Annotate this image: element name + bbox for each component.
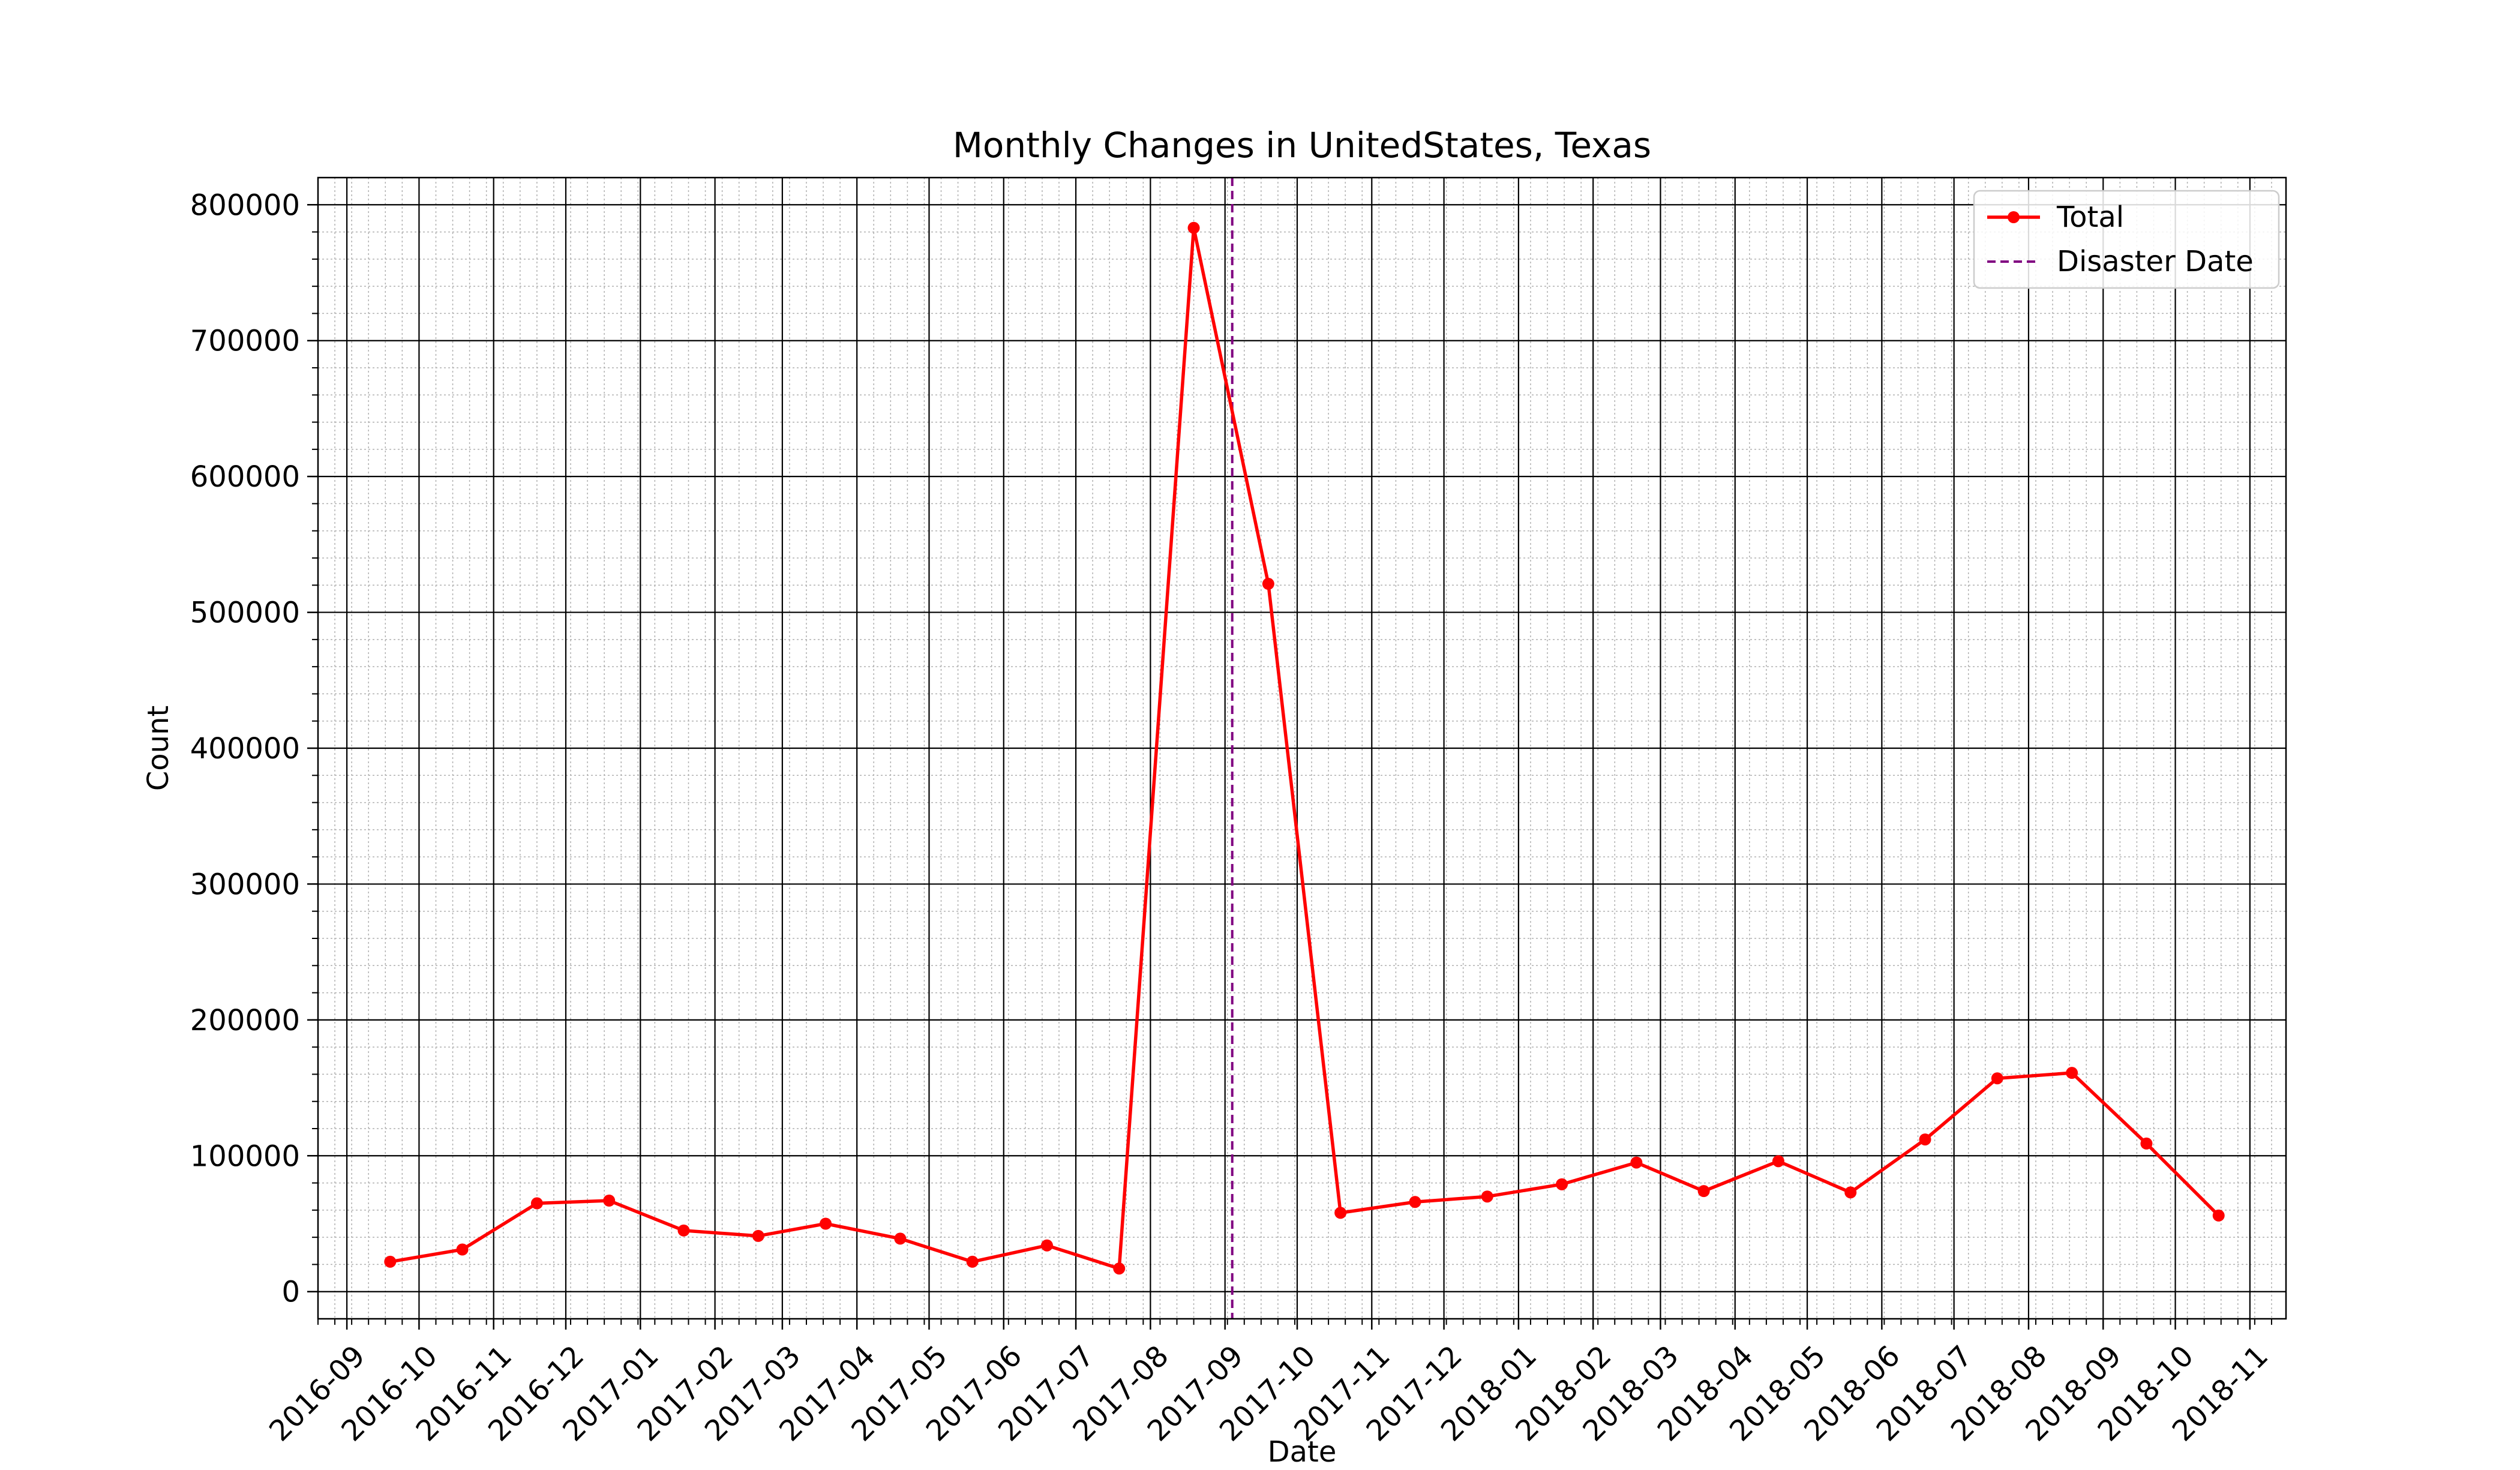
- y-axis-label: Count: [142, 706, 175, 791]
- total-data-point: [1481, 1190, 1493, 1203]
- y-tick-label: 100000: [190, 1139, 300, 1173]
- total-data-point: [1113, 1262, 1126, 1275]
- y-tick-label: 600000: [190, 460, 300, 494]
- legend-disaster-label: Disaster Date: [2057, 245, 2254, 278]
- total-data-point: [1919, 1133, 1931, 1146]
- total-data-point: [1772, 1155, 1784, 1168]
- y-tick-label: 400000: [190, 732, 300, 766]
- total-data-point: [1334, 1207, 1347, 1219]
- y-tick-label: 500000: [190, 596, 300, 630]
- total-data-point: [1630, 1156, 1643, 1169]
- total-data-point: [1991, 1072, 2003, 1085]
- total-data-point: [752, 1229, 764, 1242]
- total-data-point: [456, 1243, 469, 1256]
- total-data-point: [1040, 1239, 1053, 1252]
- series-layer: [384, 221, 2225, 1275]
- minor-grid: [317, 178, 2286, 1319]
- total-data-point: [820, 1217, 832, 1230]
- legend: Total Disaster Date: [1973, 190, 2280, 289]
- total-data-point: [603, 1195, 616, 1207]
- total-data-point: [530, 1197, 543, 1210]
- total-data-point: [2066, 1067, 2078, 1079]
- total-data-point: [1556, 1178, 1568, 1190]
- chart-title: Monthly Changes in UnitedStates, Texas: [953, 125, 1651, 166]
- total-data-point: [894, 1232, 907, 1245]
- total-series-line: [389, 226, 2220, 1270]
- total-data-point: [2140, 1137, 2153, 1150]
- total-data-point: [2212, 1209, 2225, 1222]
- total-data-point: [1262, 578, 1274, 590]
- y-tick-label: 700000: [190, 325, 300, 358]
- y-tick-label: 800000: [190, 188, 300, 222]
- total-data-point: [1409, 1196, 1421, 1208]
- legend-total-marker: [2008, 211, 2020, 223]
- y-tick-label: 0: [281, 1276, 300, 1309]
- legend-box: [1973, 190, 2280, 289]
- y-tick-label: 300000: [190, 868, 300, 901]
- total-data-point: [384, 1255, 397, 1268]
- total-data-point: [1844, 1186, 1857, 1199]
- y-tick-label: 200000: [190, 1004, 300, 1037]
- total-data-point: [677, 1224, 690, 1237]
- x-axis-label: Date: [1268, 1435, 1337, 1469]
- total-data-point: [1187, 221, 1200, 234]
- major-grid: [318, 178, 2286, 1319]
- legend-total-label: Total: [2056, 200, 2124, 234]
- total-data-point: [1697, 1185, 1710, 1198]
- total-data-point: [966, 1255, 979, 1268]
